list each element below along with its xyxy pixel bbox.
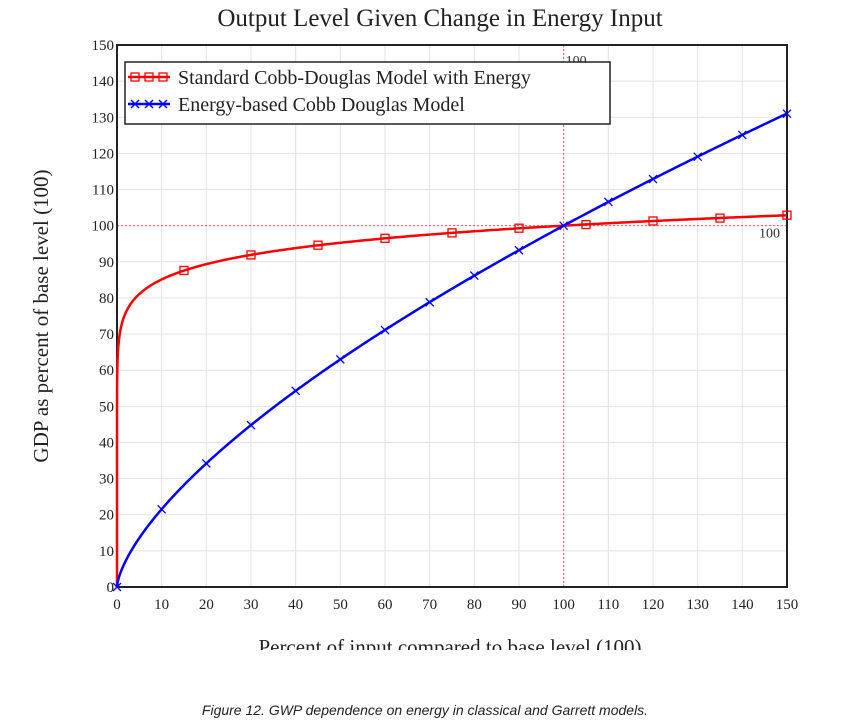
x-tick-label: 70 — [422, 597, 437, 613]
y-tick-label: 10 — [99, 544, 114, 560]
legend-marker-x — [144, 99, 154, 109]
x-tick-label: 120 — [642, 597, 665, 613]
y-tick-label: 0 — [107, 580, 115, 596]
x-tick-label: 110 — [597, 597, 619, 613]
y-tick-label: 110 — [92, 183, 114, 199]
x-tick-label: 30 — [244, 597, 259, 613]
y-tick-label: 20 — [99, 508, 114, 524]
x-tick-label: 60 — [378, 597, 393, 613]
x-tick-label: 90 — [512, 597, 527, 613]
data-point-x — [469, 271, 479, 280]
legend-marker-x — [158, 99, 168, 109]
legend-marker-x — [130, 99, 140, 109]
data-point-x — [335, 354, 345, 364]
data-point-square — [581, 219, 591, 230]
data-point-square — [246, 250, 256, 260]
data-point-square — [782, 210, 792, 220]
x-tick-label: 10 — [154, 597, 169, 613]
data-point-x — [737, 130, 747, 140]
plot-frame — [116, 44, 788, 588]
legend-marker-square — [158, 72, 168, 82]
chart: Output Level Given Change in Energy Inpu… — [29, 5, 799, 613]
legend-label: Energy-based Cobb Douglas Model — [178, 94, 465, 116]
figure-caption: Figure 12. GWP dependence on energy in c… — [201, 702, 649, 718]
x-tick-label: 20 — [199, 597, 214, 613]
x-tick-label: 80 — [467, 597, 482, 613]
data-point-x — [693, 152, 703, 162]
y-tick-label: 100 — [92, 219, 115, 235]
data-point-x — [559, 221, 569, 231]
legend-box — [124, 61, 611, 125]
data-point-x — [157, 504, 167, 514]
y-tick-label: 70 — [99, 327, 114, 343]
reference-label-y: 100 — [759, 227, 780, 242]
data-point-x — [201, 458, 211, 468]
data-point-square — [715, 213, 725, 223]
data-point-square — [447, 228, 457, 238]
y-tick-label: 120 — [92, 146, 115, 162]
y-tick-label: 140 — [92, 74, 115, 90]
legend-marker-square — [130, 72, 140, 82]
y-tick-label: 50 — [99, 399, 114, 415]
series-line — [115, 214, 788, 587]
y-tick-label: 40 — [99, 435, 114, 451]
x-tick-label: 40 — [288, 597, 303, 613]
x-tick-label: 150 — [776, 597, 799, 613]
data-point-square — [313, 240, 323, 250]
data-point-x — [782, 109, 792, 119]
legend-marker-square — [144, 72, 154, 82]
y-tick-label: 80 — [99, 291, 114, 307]
legend-label: Standard Cobb-Douglas Model with Energy — [178, 67, 531, 89]
x-axis-label: Percent of input compared to base level … — [258, 635, 642, 650]
x-tick-label: 130 — [686, 597, 709, 613]
data-point-x — [603, 197, 613, 207]
x-tick-label: 50 — [333, 597, 348, 613]
data-point-x — [425, 297, 435, 307]
data-point-x — [246, 420, 256, 430]
y-tick-label: 60 — [99, 363, 114, 379]
y-tick-label: 150 — [92, 38, 115, 54]
y-tick-label: 90 — [99, 255, 114, 271]
data-point-square — [514, 223, 524, 233]
data-point-x — [112, 582, 122, 592]
data-point-square — [179, 265, 189, 276]
series-line — [115, 112, 788, 587]
x-tick-label: 140 — [731, 597, 754, 613]
x-tick-label: 0 — [113, 597, 121, 613]
data-point-x — [648, 174, 658, 184]
x-tick-label: 100 — [552, 597, 575, 613]
data-point-x — [291, 386, 301, 396]
data-point-square — [648, 216, 658, 226]
y-tick-label: 30 — [99, 472, 114, 488]
y-axis-label: GDP as percent of base level (100) — [29, 169, 53, 462]
y-tick-label: 130 — [92, 110, 115, 126]
data-point-x — [514, 245, 524, 255]
data-point-x — [380, 325, 390, 335]
chart-title: Output Level Given Change in Energy Inpu… — [217, 5, 662, 32]
data-point-square — [380, 233, 390, 243]
